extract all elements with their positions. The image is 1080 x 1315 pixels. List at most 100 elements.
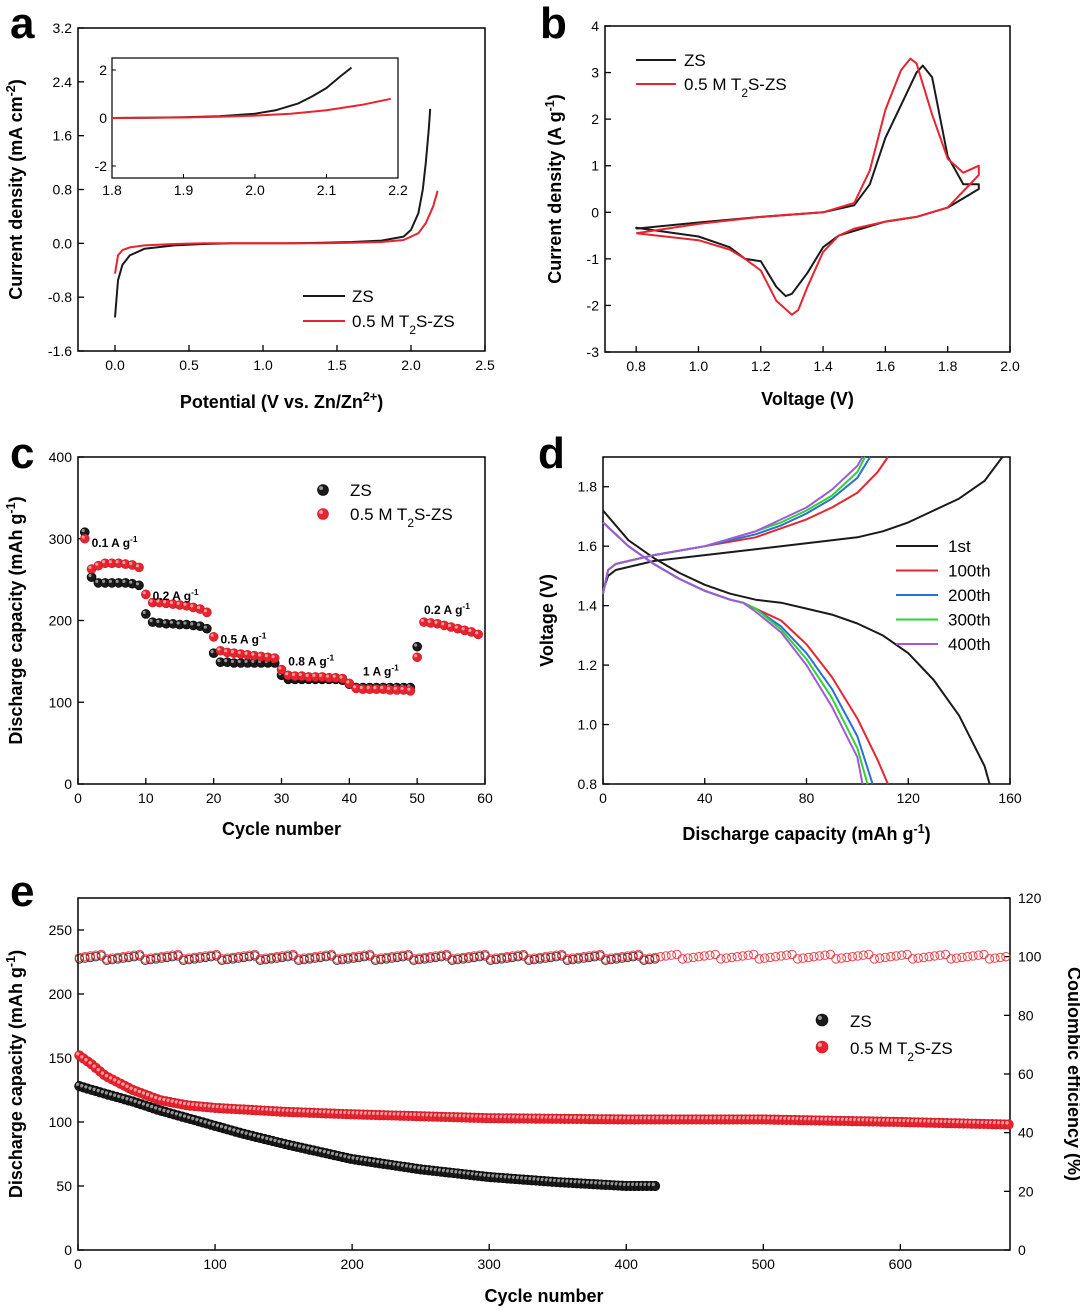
efficiency-point — [858, 950, 869, 960]
marker-highlight — [101, 560, 106, 564]
marker-highlight — [145, 1103, 150, 1107]
marker-highlight — [298, 672, 302, 677]
marker-highlight — [1005, 1121, 1009, 1125]
marker-highlight — [407, 687, 411, 691]
data-point — [412, 641, 422, 652]
marker-highlight — [343, 1154, 347, 1158]
marker-highlight — [339, 1153, 343, 1157]
charge-curve-1st — [602, 456, 1004, 592]
marker-highlight — [373, 686, 377, 690]
efficiency-point — [217, 954, 227, 964]
marker-highlight — [187, 1102, 191, 1106]
marker-highlight — [88, 574, 92, 578]
marker-highlight — [237, 659, 241, 664]
efficiency-point — [842, 952, 852, 963]
efficiency-point — [776, 951, 786, 961]
y-tick-label: 3 — [591, 65, 599, 81]
marker-highlight — [195, 1103, 199, 1107]
efficiency-point — [946, 954, 956, 964]
y-tick-label: -0.8 — [48, 289, 72, 305]
efficiency-point — [990, 953, 1000, 963]
marker-highlight — [88, 1086, 92, 1090]
data-point — [79, 533, 90, 544]
efficiency-point — [233, 951, 244, 962]
marker-highlight — [203, 1103, 207, 1108]
marker-highlight — [196, 605, 201, 610]
marker-highlight — [203, 625, 207, 629]
efficiency-point — [414, 953, 424, 963]
efficiency-point — [803, 952, 814, 963]
legend-label: ZS — [352, 287, 374, 306]
marker-highlight — [96, 1067, 100, 1072]
efficiency-point — [759, 953, 770, 963]
marker-highlight — [392, 1162, 396, 1166]
efficiency-point — [80, 951, 90, 962]
efficiency-point — [611, 952, 622, 963]
marker-highlight — [380, 686, 384, 690]
efficiency-point — [907, 954, 918, 964]
marker-highlight — [261, 1135, 265, 1139]
marker-highlight — [474, 1172, 479, 1176]
efficiency-point — [381, 952, 392, 963]
x-tick-label: 1.2 — [751, 358, 771, 374]
marker-highlight — [81, 535, 85, 539]
y-tick-label: 250 — [49, 922, 73, 938]
marker-highlight — [92, 1087, 96, 1092]
inset-y-tick-label: 0 — [99, 110, 107, 126]
x-tick-label: 600 — [889, 1256, 913, 1272]
marker-highlight — [224, 1125, 228, 1130]
marker-highlight — [190, 604, 194, 608]
marker-highlight — [219, 1124, 224, 1129]
efficiency-point — [639, 954, 649, 964]
marker-highlight — [224, 649, 228, 653]
efficiency-point — [463, 951, 474, 962]
x-tick-label: 0 — [74, 1256, 82, 1272]
marker-highlight — [817, 1042, 823, 1047]
x-tick-label: 80 — [799, 790, 815, 806]
efficiency-point — [124, 951, 134, 961]
marker-highlight — [142, 591, 146, 595]
marker-highlight — [252, 1133, 257, 1137]
marker-highlight — [135, 564, 140, 568]
marker-highlight — [215, 1123, 220, 1127]
efficiency-point — [754, 954, 764, 964]
marker-highlight — [326, 1150, 331, 1155]
marker-highlight — [125, 1097, 129, 1101]
y-axis-label: Current density (mA cm-2) — [4, 79, 26, 300]
y2-tick-label: 40 — [1018, 1125, 1034, 1141]
efficiency-point — [436, 950, 446, 960]
marker-highlight — [359, 1157, 364, 1161]
efficiency-point — [617, 951, 627, 962]
marker-highlight — [203, 609, 207, 613]
marker-highlight — [346, 680, 350, 684]
marker-highlight — [100, 1090, 105, 1094]
panel-letter-c: c — [10, 429, 34, 478]
inset-series-t2s-zs — [111, 97, 392, 119]
panel-a: a 0.0 0.5 1.0 1.5 2.0 2.5 -1.6 -0.8 0.0 0.8 1.6 2.4 3… — [4, 0, 495, 412]
y-tick-label: 0 — [64, 1242, 72, 1258]
legend-label: 0.5 M T2S-ZS — [352, 312, 455, 337]
x-tick-label: 2.5 — [475, 357, 495, 373]
marker-highlight — [149, 618, 153, 623]
marker-highlight — [104, 1073, 109, 1078]
data-point — [269, 653, 280, 663]
efficiency-point — [864, 949, 874, 960]
efficiency-point — [957, 952, 967, 963]
marker-highlight — [108, 579, 112, 583]
data-point — [202, 607, 212, 618]
marker-highlight — [150, 1094, 154, 1098]
marker-highlight — [95, 579, 99, 583]
inset-x-tick-label: 1.8 — [102, 182, 122, 198]
marker-highlight — [163, 620, 167, 624]
inset-y-tick-label: 2 — [99, 62, 107, 78]
marker-highlight — [285, 1141, 290, 1145]
x-tick-label: 40 — [342, 790, 358, 806]
efficiency-point — [315, 951, 326, 961]
marker-highlight — [468, 628, 472, 632]
marker-highlight — [108, 1092, 113, 1096]
y-tick-label: 2 — [591, 111, 599, 127]
marker-highlight — [352, 685, 357, 689]
efficiency-point — [886, 951, 896, 962]
efficiency-point — [91, 950, 101, 960]
inset-x-tick-label: 2.2 — [388, 182, 408, 198]
